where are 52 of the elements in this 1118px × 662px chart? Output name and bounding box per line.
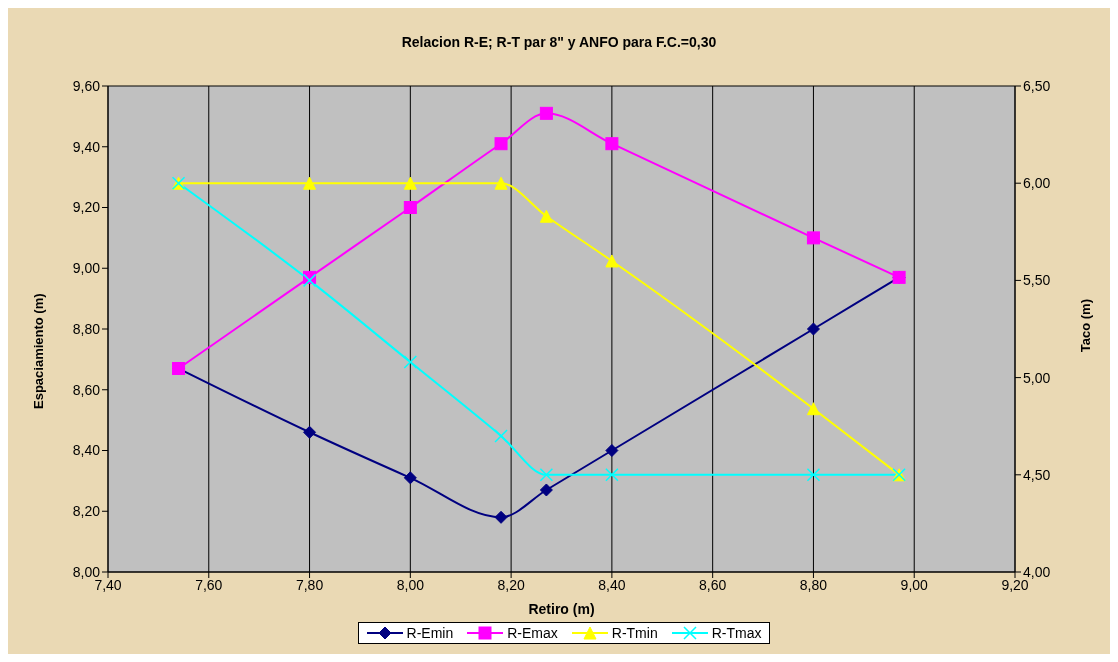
y-axis-title: Espaciamiento (m): [30, 293, 46, 409]
point: [302, 273, 317, 288]
point: [494, 176, 508, 190]
point: [605, 254, 619, 268]
chart-title: Relacion R-E; R-T par 8" y ANFO para F.C.=0,30: [400, 34, 718, 50]
x-tick-label: 7,60: [195, 576, 223, 593]
point: [303, 425, 317, 439]
point: [539, 468, 554, 482]
x-tick-label: 8,40: [598, 576, 626, 593]
y-tick-label: 9,00: [72, 260, 101, 277]
x-axis-title: Retiro (m): [528, 601, 595, 617]
y2-tick-label: 6,00: [1023, 175, 1051, 192]
point: [539, 483, 553, 497]
y-tick-label: 9,60: [72, 77, 101, 94]
point: [539, 106, 553, 120]
point: [605, 137, 619, 151]
y-tick-label: 8,40: [72, 442, 101, 459]
legend-label: R-Emax: [506, 625, 558, 641]
point: [403, 176, 417, 190]
legend-label: R-Emin: [405, 625, 454, 641]
y2-tick-label: 5,50: [1023, 272, 1051, 289]
point: [806, 231, 820, 245]
x-tick-label: 9,00: [900, 576, 929, 593]
point: [494, 510, 508, 524]
y-tick-label: 9,20: [72, 199, 101, 216]
y2-tick-label: 4,50: [1023, 466, 1051, 483]
legend-label: R-Tmax: [710, 625, 762, 641]
x-tick-label: 8,20: [497, 576, 525, 593]
y-tick-label: 8,20: [72, 503, 101, 520]
point: [494, 429, 508, 443]
point: [806, 402, 820, 416]
point: [806, 468, 821, 482]
legend-label: R-Tmin: [610, 625, 658, 641]
y-tick-label: 9,40: [72, 138, 101, 155]
point: [494, 137, 508, 151]
y2-tick-label: 6,50: [1023, 77, 1051, 94]
x-tick-label: 7,80: [295, 576, 324, 593]
point: [403, 201, 417, 214]
point: [605, 468, 619, 482]
y2-tick-label: 5,00: [1023, 369, 1051, 386]
point: [605, 444, 619, 457]
point: [303, 176, 317, 190]
x-tick-label: 8,00: [396, 576, 425, 593]
x-tick-label: 8,80: [799, 576, 828, 593]
point: [403, 355, 418, 369]
point: [539, 209, 553, 223]
point: [403, 471, 417, 485]
point: [806, 322, 820, 336]
y-tick-label: 8,80: [72, 320, 101, 337]
x-tick-label: 8,60: [699, 576, 727, 593]
y2-axis-title: Taco (m): [1077, 299, 1093, 353]
y-tick-label: 8,60: [72, 381, 101, 398]
